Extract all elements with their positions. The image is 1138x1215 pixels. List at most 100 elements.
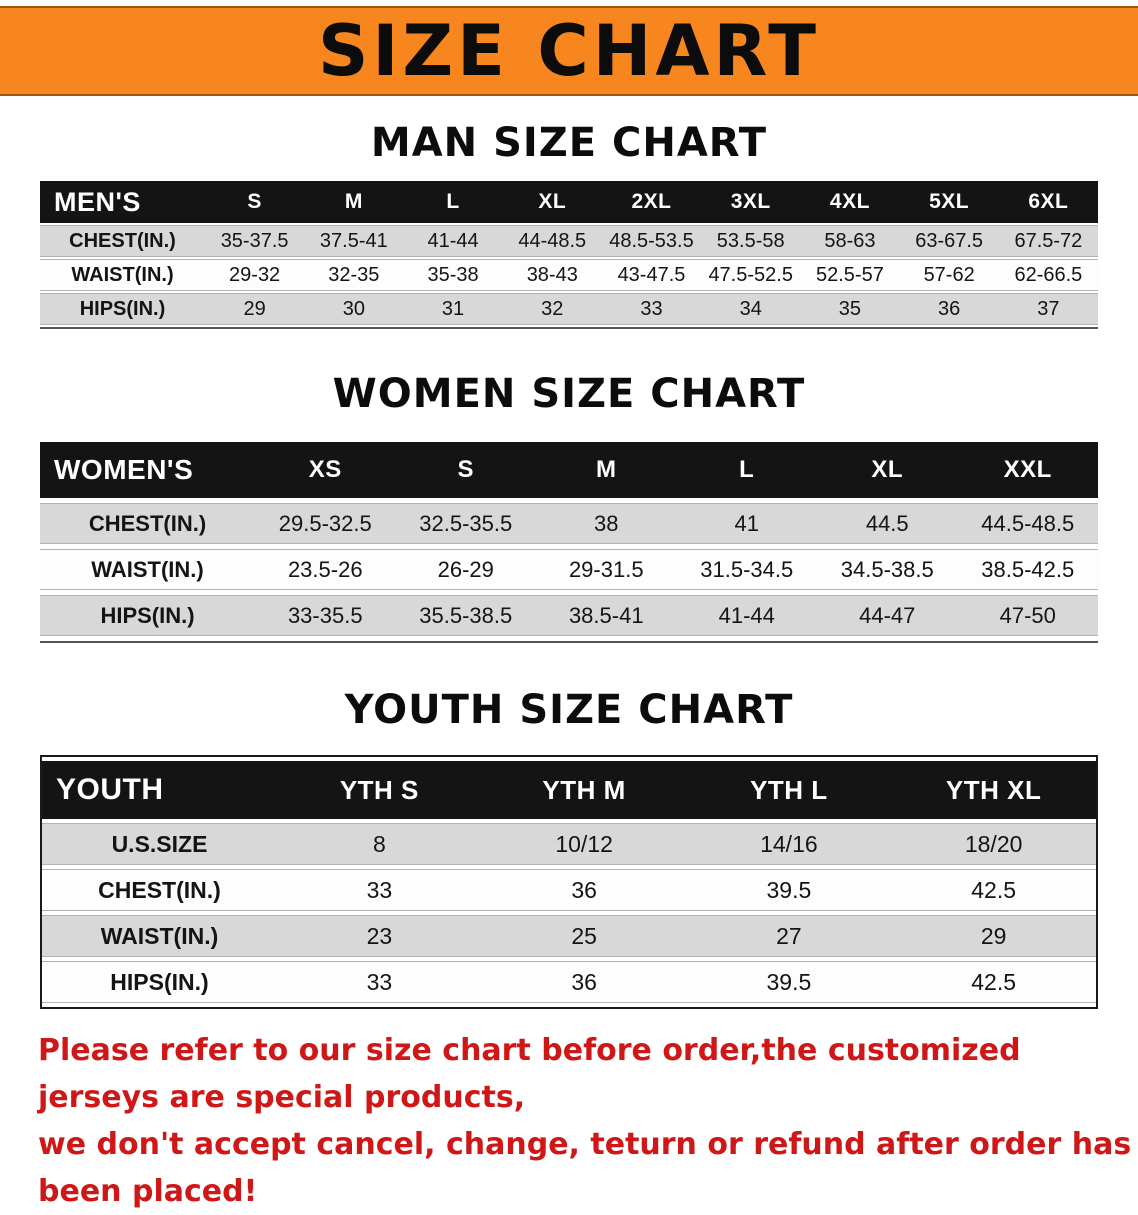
size-column-header: 6XL xyxy=(998,181,1098,223)
measurement-value: 10/12 xyxy=(481,823,687,865)
measurement-value: 32.5-35.5 xyxy=(395,503,536,544)
measurement-value: 33 xyxy=(277,961,482,1003)
measurement-row: U.S.SIZE 8 10/12 14/16 18/20 xyxy=(42,823,1096,865)
measurement-value: 41-44 xyxy=(403,225,503,257)
measurement-value: 44.5-48.5 xyxy=(957,503,1098,544)
size-column-header: M xyxy=(304,181,404,223)
measurement-value: 26-29 xyxy=(395,549,536,590)
size-column-header: YTH L xyxy=(686,761,892,819)
size-column-header: 4XL xyxy=(800,181,900,223)
measurement-value: 47-50 xyxy=(957,595,1098,636)
size-table-header-row: WOMEN'S XS S M L XL XXL xyxy=(40,442,1098,498)
men-size-table: MEN'S S M L XL 2XL 3XL 4XL 5XL 6XL CHEST(IN.) 35-37… xyxy=(40,179,1098,329)
disclaimer-line-2: we don't accept cancel, change, teturn o… xyxy=(38,1127,1132,1209)
size-column-header: 5XL xyxy=(899,181,999,223)
size-column-header: S xyxy=(205,181,305,223)
size-column-header: XXL xyxy=(957,442,1098,498)
measurement-value: 39.5 xyxy=(686,869,892,911)
measurement-value: 30 xyxy=(304,293,404,325)
measurement-value: 32-35 xyxy=(304,259,404,291)
size-column-header: YTH M xyxy=(481,761,687,819)
size-column-header: L xyxy=(403,181,503,223)
youth-size-section: YOUTH SIZE CHART YOUTH YTH S YTH M YTH L YTH… xyxy=(0,687,1138,1009)
size-column-header: L xyxy=(676,442,817,498)
men-size-section: MAN SIZE CHART MEN'S S M L XL 2XL 3XL 4XL 5XL 6XL… xyxy=(0,120,1138,329)
measurement-row: HIPS(IN.) 33-35.5 35.5-38.5 38.5-41 41-44 44-… xyxy=(40,595,1098,636)
measurement-value: 33 xyxy=(277,869,482,911)
youth-size-table: YOUTH YTH S YTH M YTH L YTH XL U.S.SIZE 8 10/12… xyxy=(40,755,1098,1009)
measurement-row: HIPS(IN.) 29 30 31 32 33 34 35 36 37 xyxy=(40,293,1098,325)
measurement-value: 47.5-52.5 xyxy=(701,259,801,291)
measurement-value: 35-38 xyxy=(403,259,503,291)
measurement-row: WAIST(IN.) 23.5-26 26-29 29-31.5 31.5-34.5 34… xyxy=(40,549,1098,590)
size-table-header-row: MEN'S S M L XL 2XL 3XL 4XL 5XL 6XL xyxy=(40,181,1098,223)
measurement-value: 42.5 xyxy=(891,961,1096,1003)
measurement-row: WAIST(IN.) 29-32 32-35 35-38 38-43 43-47.5 47.… xyxy=(40,259,1098,291)
size-chart-page: SIZE CHART MAN SIZE CHART MEN'S S M L XL 2XL 3… xyxy=(0,6,1138,1215)
measurement-value: 41-44 xyxy=(676,595,817,636)
measurement-row: WAIST(IN.) 23 25 27 29 xyxy=(42,915,1096,957)
measurement-value: 38.5-41 xyxy=(536,595,677,636)
measurement-label: WAIST(IN.) xyxy=(42,915,277,957)
size-table-header-row: YOUTH YTH S YTH M YTH L YTH XL xyxy=(42,761,1096,819)
measurement-label: HIPS(IN.) xyxy=(40,595,255,636)
measurement-value: 44-47 xyxy=(817,595,958,636)
measurement-value: 37.5-41 xyxy=(304,225,404,257)
youth-section-heading: YOUTH SIZE CHART xyxy=(344,687,794,733)
measurement-value: 36 xyxy=(899,293,999,325)
table-corner-label: WOMEN'S xyxy=(40,442,255,498)
measurement-label: HIPS(IN.) xyxy=(42,961,277,1003)
measurement-value: 14/16 xyxy=(686,823,892,865)
size-column-header: YTH XL xyxy=(891,761,1096,819)
measurement-label: CHEST(IN.) xyxy=(40,503,255,544)
measurement-value: 52.5-57 xyxy=(800,259,900,291)
measurement-value: 36 xyxy=(481,961,687,1003)
women-section-heading: WOMEN SIZE CHART xyxy=(332,371,806,417)
measurement-label: WAIST(IN.) xyxy=(40,259,205,291)
size-column-header: XS xyxy=(255,442,396,498)
women-size-table: WOMEN'S XS S M L XL XXL CHEST(IN.) 29.5-32.5 32.5… xyxy=(40,437,1098,643)
measurement-value: 27 xyxy=(686,915,892,957)
measurement-value: 29.5-32.5 xyxy=(255,503,396,544)
measurement-value: 38.5-42.5 xyxy=(957,549,1098,590)
measurement-value: 29-32 xyxy=(205,259,305,291)
measurement-label: CHEST(IN.) xyxy=(40,225,205,257)
title-banner: SIZE CHART xyxy=(0,6,1138,96)
measurement-value: 38 xyxy=(536,503,677,544)
measurement-value: 29 xyxy=(891,915,1096,957)
measurement-value: 39.5 xyxy=(686,961,892,1003)
size-column-header: XL xyxy=(817,442,958,498)
measurement-value: 8 xyxy=(277,823,482,865)
men-section-heading: MAN SIZE CHART xyxy=(370,120,768,166)
measurement-value: 35 xyxy=(800,293,900,325)
measurement-label: WAIST(IN.) xyxy=(40,549,255,590)
measurement-value: 41 xyxy=(676,503,817,544)
measurement-value: 58-63 xyxy=(800,225,900,257)
measurement-row: CHEST(IN.) 33 36 39.5 42.5 xyxy=(42,869,1096,911)
measurement-value: 29-31.5 xyxy=(536,549,677,590)
measurement-value: 43-47.5 xyxy=(601,259,702,291)
measurement-value: 44-48.5 xyxy=(502,225,602,257)
measurement-value: 35.5-38.5 xyxy=(395,595,536,636)
measurement-value: 31.5-34.5 xyxy=(676,549,817,590)
measurement-value: 18/20 xyxy=(891,823,1096,865)
size-column-header: 2XL xyxy=(601,181,702,223)
size-column-header: 3XL xyxy=(701,181,801,223)
measurement-value: 42.5 xyxy=(891,869,1096,911)
measurement-value: 37 xyxy=(998,293,1098,325)
measurement-row: CHEST(IN.) 35-37.5 37.5-41 41-44 44-48.5 48.5… xyxy=(40,225,1098,257)
page-title: SIZE CHART xyxy=(317,10,821,92)
measurement-value: 35-37.5 xyxy=(205,225,305,257)
measurement-value: 67.5-72 xyxy=(998,225,1098,257)
measurement-value: 33 xyxy=(601,293,702,325)
disclaimer-line-1: Please refer to our size chart before or… xyxy=(38,1033,1021,1115)
measurement-value: 34 xyxy=(701,293,801,325)
measurement-label: CHEST(IN.) xyxy=(42,869,277,911)
measurement-value: 63-67.5 xyxy=(899,225,999,257)
measurement-value: 36 xyxy=(481,869,687,911)
size-column-header: M xyxy=(536,442,677,498)
measurement-value: 34.5-38.5 xyxy=(817,549,958,590)
measurement-value: 53.5-58 xyxy=(701,225,801,257)
size-column-header: YTH S xyxy=(277,761,482,819)
table-corner-label: YOUTH xyxy=(42,761,277,819)
